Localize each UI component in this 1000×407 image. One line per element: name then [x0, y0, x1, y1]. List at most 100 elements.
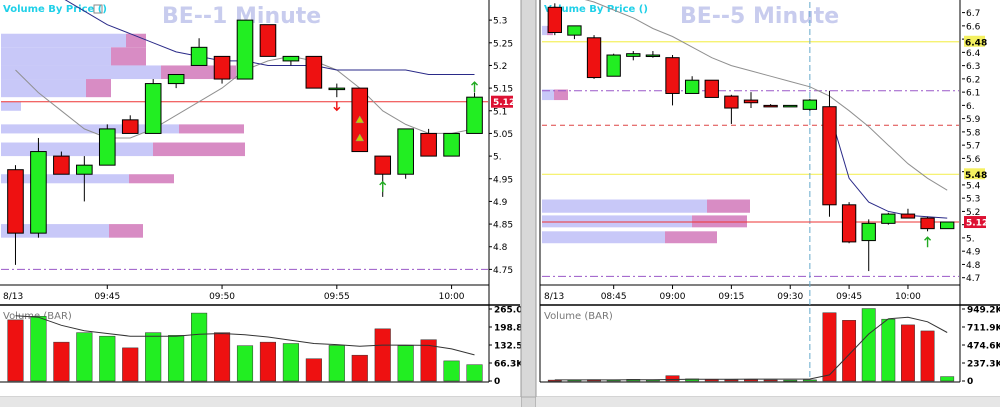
- candle-body[interactable]: [98, 128, 116, 166]
- time-axis-label: 09:55: [324, 292, 350, 302]
- candle-body[interactable]: [881, 213, 896, 224]
- volume-bar[interactable]: [940, 376, 955, 382]
- volume-bar[interactable]: [397, 345, 414, 382]
- volume-bar[interactable]: [901, 324, 915, 382]
- candle-body[interactable]: [420, 132, 437, 157]
- candle-body[interactable]: [684, 79, 700, 94]
- volume-bar[interactable]: [7, 319, 24, 382]
- candle-body[interactable]: [606, 54, 621, 77]
- volume-bar[interactable]: [145, 332, 162, 382]
- candle-body[interactable]: [920, 217, 935, 230]
- volume-bar[interactable]: [282, 343, 299, 382]
- volume-bar[interactable]: [443, 360, 460, 382]
- volume-bar[interactable]: [724, 379, 739, 382]
- candle-body[interactable]: [236, 19, 254, 80]
- volume-bar[interactable]: [76, 332, 93, 382]
- volume-bar[interactable]: [822, 312, 837, 382]
- candle-body[interactable]: [443, 132, 460, 157]
- candle-body[interactable]: [259, 24, 277, 57]
- candle-body[interactable]: [802, 99, 818, 110]
- volume-bar[interactable]: [328, 345, 345, 382]
- candle-body[interactable]: [586, 37, 602, 79]
- candle-body[interactable]: [167, 74, 185, 85]
- candle-body[interactable]: [328, 87, 346, 91]
- candle-body[interactable]: [213, 55, 231, 80]
- volume-bar[interactable]: [351, 354, 368, 382]
- price-axis-label: 4.7: [966, 274, 980, 284]
- candle-body[interactable]: [53, 155, 70, 175]
- left-chart-panel[interactable]: BE--1 Minute Volume By Price () 8/13 Vol…: [0, 0, 530, 387]
- candle-body[interactable]: [841, 204, 857, 243]
- signal-triangle-icon: [355, 115, 365, 124]
- volume-bar[interactable]: [236, 345, 254, 382]
- candle-body[interactable]: [783, 104, 798, 108]
- right-scrollbar[interactable]: [536, 397, 1000, 407]
- price-axis-label: 6.2: [966, 75, 980, 85]
- candle-body[interactable]: [190, 46, 208, 66]
- volume-bar[interactable]: [842, 320, 857, 382]
- volume-bar[interactable]: [213, 332, 231, 382]
- candle-body[interactable]: [144, 83, 162, 134]
- volume-bar[interactable]: [861, 308, 876, 382]
- candle-body[interactable]: [704, 79, 719, 98]
- volume-bar[interactable]: [99, 335, 116, 382]
- candle-body[interactable]: [374, 155, 392, 175]
- volume-bar[interactable]: [920, 330, 935, 382]
- vbp-blue-bar: [1, 47, 111, 66]
- time-axis-label: 09:00: [660, 292, 686, 302]
- volume-bar[interactable]: [259, 341, 277, 382]
- left-scrollbar[interactable]: [0, 397, 521, 407]
- candle-body[interactable]: [822, 106, 837, 206]
- volume-bar[interactable]: [30, 316, 47, 382]
- candle-body[interactable]: [30, 151, 47, 234]
- volume-bar[interactable]: [305, 358, 322, 382]
- volume-bar[interactable]: [122, 347, 139, 382]
- volume-bar[interactable]: [191, 312, 208, 382]
- vbp-blue-bar: [1, 224, 109, 238]
- volume-bar[interactable]: [744, 379, 758, 382]
- price-axis-label: 4.8: [966, 261, 981, 271]
- vbp-blue-bar: [1, 101, 21, 111]
- price-axis-label: 5.3: [966, 195, 980, 205]
- volume-bar[interactable]: [783, 379, 798, 382]
- candle-body[interactable]: [466, 96, 483, 134]
- candle-body[interactable]: [76, 164, 93, 175]
- volume-bar[interactable]: [466, 364, 483, 382]
- candle-body[interactable]: [940, 221, 955, 230]
- price-axis-label: 5.2: [493, 62, 507, 72]
- signal-arrow-down-icon: [333, 101, 341, 112]
- candle-body[interactable]: [7, 169, 24, 234]
- volume-bar[interactable]: [53, 341, 70, 382]
- price-axis-label: 4.95: [493, 175, 513, 185]
- volume-bar[interactable]: [168, 335, 185, 382]
- candle-body[interactable]: [665, 57, 680, 94]
- candle-body[interactable]: [724, 95, 739, 109]
- candle-body[interactable]: [763, 104, 778, 108]
- candle-body[interactable]: [567, 25, 582, 36]
- price-axis-label: 5.15: [493, 85, 513, 95]
- candle-body[interactable]: [645, 54, 661, 58]
- candle-body[interactable]: [626, 53, 641, 57]
- panel-splitter[interactable]: [521, 0, 536, 407]
- volume-bar[interactable]: [420, 339, 437, 382]
- level-price-badge-label: 6.48: [965, 38, 987, 48]
- volume-bar[interactable]: [763, 379, 778, 382]
- candle-body[interactable]: [397, 128, 414, 175]
- candle-body[interactable]: [547, 6, 562, 33]
- volume-bar[interactable]: [665, 375, 680, 382]
- volume-bar[interactable]: [374, 328, 391, 382]
- left-vbp-toggle-icon[interactable]: [93, 4, 103, 14]
- candle-body[interactable]: [743, 99, 759, 104]
- vbp-blue-bar: [542, 215, 692, 228]
- candle-body[interactable]: [305, 55, 323, 89]
- candle-body[interactable]: [282, 55, 300, 62]
- right-chart-panel[interactable]: BE--5 Minute Volume By Price () 8/13 Vol…: [539, 0, 1000, 387]
- candle-body[interactable]: [861, 222, 876, 242]
- volume-bar[interactable]: [881, 318, 896, 382]
- vbp-pink-bar: [109, 224, 143, 238]
- volume-bar[interactable]: [802, 379, 817, 382]
- candle-body[interactable]: [121, 119, 139, 134]
- candle-body[interactable]: [900, 213, 916, 219]
